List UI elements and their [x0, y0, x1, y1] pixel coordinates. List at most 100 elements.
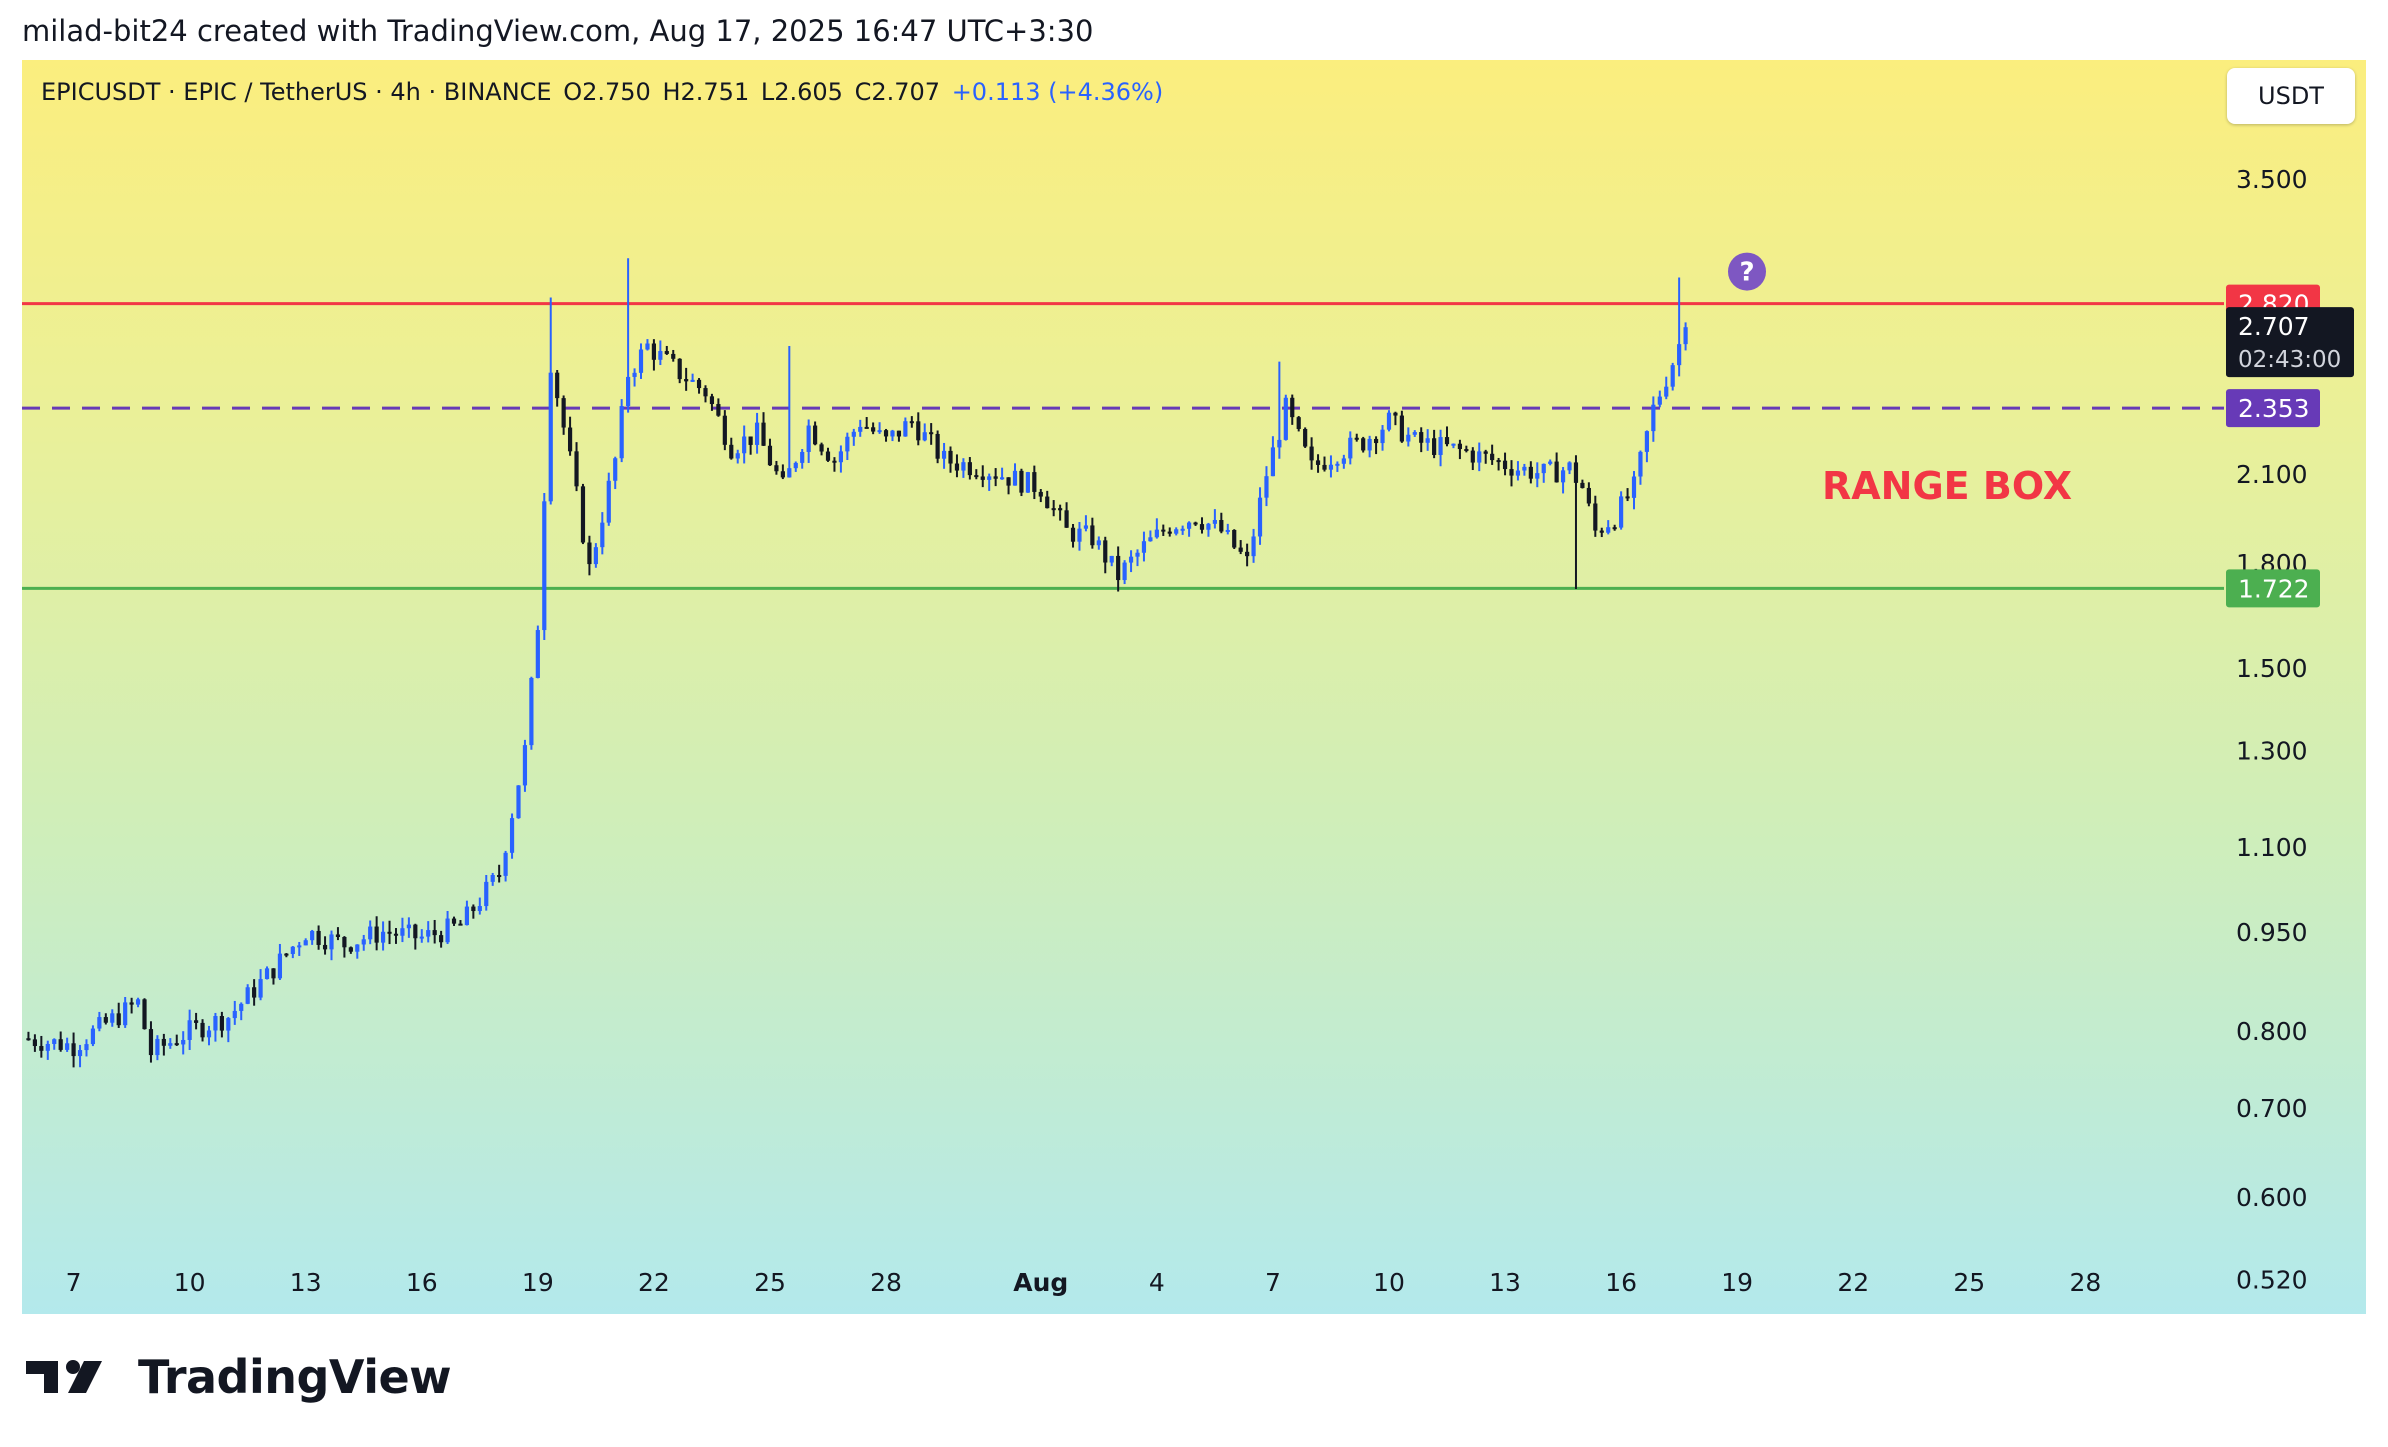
candle-body [1290, 397, 1295, 418]
candle-body [1186, 522, 1192, 529]
candle-body [632, 372, 637, 377]
candle-body [1251, 536, 1256, 557]
candle-body [542, 501, 547, 631]
symbol-legend[interactable]: EPICUSDT · EPIC / TetherUS · 4h · BINANC… [41, 78, 1167, 106]
candle-body [71, 1043, 76, 1057]
candle-body [787, 468, 792, 478]
range-box-label: RANGE BOX [1822, 464, 2072, 508]
symbol-name[interactable]: EPICUSDT · EPIC / TetherUS · 4h · BINANC… [41, 78, 552, 106]
x-tick-label: 4 [1149, 1268, 1165, 1297]
candle-body [1180, 528, 1185, 531]
candle-body [1103, 540, 1108, 563]
candle-body [754, 422, 760, 445]
candle-body [271, 968, 276, 979]
candle-body [65, 1043, 70, 1050]
x-tick-label: 13 [290, 1268, 322, 1297]
candle-body [1625, 496, 1630, 499]
candle-body [284, 953, 289, 956]
candle-body [548, 372, 553, 502]
candle-body [1670, 365, 1675, 387]
candle-body [961, 462, 966, 471]
candle-body [297, 945, 302, 948]
level-badge-bg [2226, 389, 2320, 428]
x-tick-label: 28 [2069, 1268, 2101, 1297]
y-tick-label: 1.100 [2236, 833, 2308, 862]
candle-body [871, 427, 876, 432]
tradingview-logo[interactable]: TradingView [26, 1350, 452, 1404]
candle-body [174, 1043, 179, 1046]
candle-body [58, 1039, 63, 1050]
candle-body [1599, 530, 1604, 533]
candle-body [1116, 555, 1121, 581]
candle-body [458, 923, 463, 926]
candle-body [135, 999, 141, 1005]
chart-area[interactable]: 3.500 2.100 1.800 1.500 1.300 1.100 0.950 0.800… [22, 60, 2366, 1314]
candle-body [858, 426, 863, 432]
candle-body [32, 1039, 37, 1047]
candle-body [967, 462, 972, 476]
candle-body [1141, 541, 1147, 553]
candle-body [1657, 396, 1662, 405]
candle-body [1541, 463, 1546, 474]
level-badge: 2.353 [2238, 394, 2310, 423]
candle-body [1277, 439, 1282, 448]
candle-body [1580, 482, 1585, 488]
candle-body [903, 421, 908, 437]
candle-body [864, 426, 869, 429]
candle-body [916, 421, 921, 441]
currency-button[interactable]: USDT [2227, 68, 2355, 124]
candle-body [245, 987, 250, 1004]
candle-body [1309, 446, 1314, 461]
candle-body [1019, 470, 1024, 493]
candle-body [1232, 529, 1237, 548]
candle-body [1425, 438, 1430, 443]
candle-body [503, 852, 508, 876]
y-tick-label: 3.500 [2236, 165, 2308, 194]
candle-body [342, 937, 347, 948]
candle-body [1470, 450, 1475, 463]
x-tick-label: 7 [1265, 1268, 1281, 1297]
candle-body [322, 944, 328, 950]
candle-body [1238, 547, 1243, 552]
candle-body [1677, 344, 1682, 366]
candle-body [1638, 451, 1643, 477]
candle-body [303, 940, 308, 946]
candle-body [613, 458, 618, 481]
candle-body [1593, 503, 1598, 531]
candle-body [368, 926, 373, 940]
candle-body [310, 930, 315, 941]
x-tick-label: 19 [1721, 1268, 1753, 1297]
candle-body [393, 933, 399, 936]
candle-body [181, 1039, 186, 1045]
price-chart[interactable]: 3.5002.1001.8001.5001.3001.1000.9500.800… [22, 60, 2366, 1314]
candle-body [626, 376, 631, 407]
candle-body [1438, 437, 1443, 455]
candle-body [1651, 404, 1656, 432]
candle-body [987, 476, 992, 480]
candle-body [419, 936, 424, 939]
candle-body [980, 476, 985, 480]
x-tick-label: 16 [1605, 1268, 1637, 1297]
candle-body [1490, 453, 1495, 461]
candle-body [329, 934, 334, 950]
last-price-badge-bg [2226, 307, 2354, 378]
candle-body [877, 430, 882, 433]
countdown-label: 02:43:00 [2238, 347, 2341, 373]
candle-body [948, 450, 953, 464]
candle-body [155, 1038, 160, 1056]
candle-body [742, 436, 747, 454]
candle-body [1077, 528, 1082, 542]
x-tick-label: 22 [638, 1268, 670, 1297]
candle-body [1386, 412, 1392, 430]
candle-body [187, 1020, 192, 1040]
candle-body [445, 918, 450, 943]
candle-body [709, 396, 715, 405]
candle-body [477, 906, 482, 912]
candle-body [696, 379, 702, 389]
candle-body [1335, 463, 1340, 466]
candle-body [909, 421, 914, 424]
candle-body [451, 918, 457, 924]
candle-body [658, 351, 663, 360]
candle-body [819, 444, 824, 452]
candle-body [168, 1043, 173, 1046]
